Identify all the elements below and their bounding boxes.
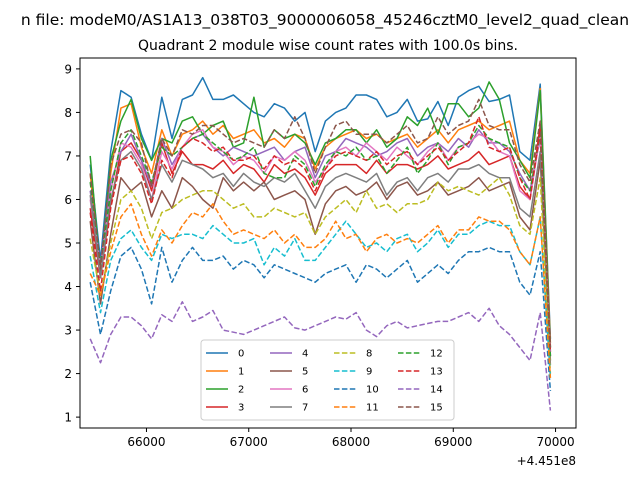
legend-label-0: 0 [238, 349, 244, 360]
legend-label-15: 15 [430, 403, 443, 414]
x-tick-label: 66000 [127, 435, 165, 449]
y-tick-label: 2 [64, 367, 72, 381]
legend-label-1: 1 [238, 367, 244, 378]
series-line-2 [89, 81, 552, 348]
legend-box [200, 339, 455, 421]
x-tick-label: 69000 [434, 435, 472, 449]
legend-label-4: 4 [302, 349, 308, 360]
legend-label-13: 13 [430, 367, 443, 378]
figure-suptitle: n file: modeM0/AS1A13_038T03_9000006058_… [21, 11, 629, 30]
x-tick-label: 67000 [230, 435, 268, 449]
x-tick-label: 70000 [536, 435, 574, 449]
series-line-7 [89, 150, 552, 365]
legend-label-7: 7 [302, 403, 308, 414]
y-tick-label: 5 [64, 237, 72, 251]
y-tick-label: 3 [64, 324, 72, 338]
y-tick-label: 6 [64, 193, 72, 207]
legend-label-11: 11 [366, 403, 379, 414]
legend-label-9: 9 [366, 367, 372, 378]
series-line-5 [89, 159, 552, 361]
y-tick-label: 9 [64, 62, 72, 76]
legend-label-12: 12 [430, 349, 443, 360]
y-tick-label: 8 [64, 106, 72, 120]
legend-label-14: 14 [430, 385, 443, 396]
series-line-14 [89, 301, 552, 411]
x-axis-offset-label: +4.451e8 [517, 454, 576, 468]
y-axis: 1 2 3 4 5 6 7 8 9 [64, 62, 80, 425]
y-tick-label: 1 [64, 411, 72, 425]
legend-label-2: 2 [238, 385, 244, 396]
series-line-3 [89, 124, 552, 352]
legend-label-3: 3 [238, 403, 244, 414]
series-line-12 [89, 124, 552, 357]
legend-label-10: 10 [366, 385, 379, 396]
legend-label-6: 6 [302, 385, 308, 396]
x-axis: 66000 67000 68000 69000 70000 [127, 428, 575, 449]
legend-label-8: 8 [366, 349, 372, 360]
y-tick-label: 7 [64, 149, 72, 163]
y-tick-label: 4 [64, 280, 72, 294]
series-line-8 [89, 176, 552, 374]
series-line-0 [89, 76, 552, 339]
series-line-13 [89, 116, 552, 352]
series-line-15 [89, 98, 552, 348]
series-line-11 [89, 203, 552, 378]
chart-title: Quadrant 2 module wise count rates with … [138, 38, 518, 54]
series-line-1 [89, 87, 552, 344]
legend-label-5: 5 [302, 367, 308, 378]
plot-lines [89, 76, 552, 411]
x-tick-label: 68000 [332, 435, 370, 449]
